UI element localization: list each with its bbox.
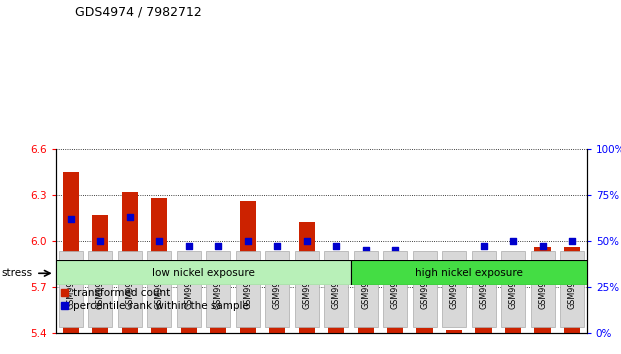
- FancyBboxPatch shape: [442, 251, 466, 327]
- Point: [538, 244, 548, 249]
- Text: GSM992706: GSM992706: [450, 261, 458, 309]
- Bar: [476, 279, 492, 333]
- Text: GSM992710: GSM992710: [568, 261, 576, 309]
- Point: [420, 256, 430, 262]
- Bar: [387, 295, 403, 333]
- Bar: [535, 247, 551, 333]
- Text: low nickel exposure: low nickel exposure: [152, 268, 255, 278]
- FancyBboxPatch shape: [530, 251, 555, 327]
- Bar: [358, 287, 374, 333]
- Bar: [122, 192, 138, 333]
- Point: [243, 238, 253, 244]
- Text: high nickel exposure: high nickel exposure: [415, 268, 523, 278]
- Bar: [269, 264, 285, 333]
- Text: GSM992693: GSM992693: [66, 261, 75, 309]
- Text: GSM992703: GSM992703: [361, 261, 370, 309]
- FancyBboxPatch shape: [294, 251, 319, 327]
- Bar: [417, 328, 433, 333]
- Point: [184, 244, 194, 249]
- Text: GSM992702: GSM992702: [332, 261, 340, 309]
- Text: GSM992695: GSM992695: [125, 261, 134, 309]
- FancyBboxPatch shape: [176, 251, 201, 327]
- FancyBboxPatch shape: [88, 251, 112, 327]
- Bar: [210, 261, 226, 333]
- Text: GSM992696: GSM992696: [155, 261, 163, 309]
- Text: GSM992698: GSM992698: [214, 261, 222, 309]
- Point: [479, 244, 489, 249]
- Text: GSM992709: GSM992709: [538, 261, 547, 309]
- Point: [213, 244, 223, 249]
- Text: GSM992704: GSM992704: [391, 261, 399, 309]
- Text: GSM992697: GSM992697: [184, 261, 193, 309]
- Legend: transformed count, percentile rank within the sample: transformed count, percentile rank withi…: [61, 289, 248, 311]
- FancyBboxPatch shape: [235, 251, 260, 327]
- Point: [272, 244, 282, 249]
- FancyBboxPatch shape: [58, 251, 83, 327]
- FancyBboxPatch shape: [351, 260, 587, 285]
- FancyBboxPatch shape: [265, 251, 289, 327]
- Point: [95, 238, 105, 244]
- FancyBboxPatch shape: [412, 251, 437, 327]
- FancyBboxPatch shape: [501, 251, 525, 327]
- Point: [390, 247, 400, 253]
- Point: [302, 238, 312, 244]
- Bar: [505, 278, 521, 333]
- Point: [154, 238, 164, 244]
- Text: stress: stress: [2, 268, 33, 278]
- Text: GSM992700: GSM992700: [273, 261, 281, 309]
- Bar: [299, 222, 315, 333]
- FancyBboxPatch shape: [383, 251, 407, 327]
- FancyBboxPatch shape: [117, 251, 142, 327]
- FancyBboxPatch shape: [206, 251, 230, 327]
- Bar: [151, 198, 167, 333]
- Text: GDS4974 / 7982712: GDS4974 / 7982712: [75, 5, 201, 18]
- Point: [508, 238, 518, 244]
- Bar: [328, 261, 344, 333]
- Bar: [63, 172, 79, 333]
- Point: [449, 256, 459, 262]
- Bar: [92, 215, 108, 333]
- FancyBboxPatch shape: [56, 260, 351, 285]
- Text: GSM992708: GSM992708: [509, 261, 517, 309]
- Point: [66, 216, 76, 222]
- FancyBboxPatch shape: [471, 251, 496, 327]
- Point: [331, 244, 341, 249]
- Point: [125, 214, 135, 219]
- Text: GSM992701: GSM992701: [302, 261, 311, 309]
- FancyBboxPatch shape: [147, 251, 171, 327]
- Point: [361, 247, 371, 253]
- Bar: [181, 262, 197, 333]
- FancyBboxPatch shape: [560, 251, 584, 327]
- FancyBboxPatch shape: [353, 251, 378, 327]
- Text: GSM992699: GSM992699: [243, 261, 252, 309]
- Text: GSM992707: GSM992707: [479, 261, 488, 309]
- Point: [567, 238, 577, 244]
- Text: GSM992705: GSM992705: [420, 261, 429, 309]
- Bar: [564, 247, 580, 333]
- Text: GSM992694: GSM992694: [96, 261, 104, 309]
- Bar: [446, 330, 462, 333]
- FancyBboxPatch shape: [324, 251, 348, 327]
- Bar: [240, 201, 256, 333]
